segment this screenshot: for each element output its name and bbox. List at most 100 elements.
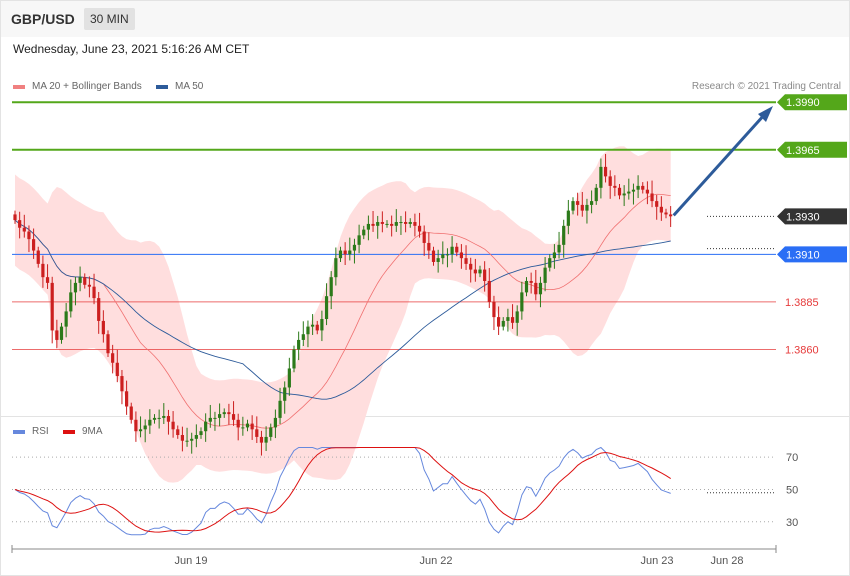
candle-body	[566, 210, 570, 226]
candle-body	[483, 269, 487, 281]
candle-body	[538, 282, 543, 295]
ma50-swatch	[156, 84, 168, 89]
candle-body	[55, 330, 59, 340]
candle-body	[520, 292, 524, 312]
candle-body	[645, 189, 649, 194]
candle-body	[36, 250, 40, 264]
candle-body	[273, 417, 277, 428]
candle-body	[115, 362, 119, 377]
candle-body	[669, 214, 673, 217]
ma20-swatch	[13, 84, 25, 89]
candle-body	[413, 222, 417, 226]
candle-body	[576, 201, 580, 205]
candle-body	[459, 252, 463, 259]
candle-body	[534, 282, 538, 295]
legend-ma50: MA 50	[156, 81, 203, 92]
forecast-arrow-head	[758, 106, 773, 123]
candle-body	[264, 436, 268, 443]
candle-body	[283, 387, 287, 401]
timeframe-badge[interactable]: 30 MIN	[84, 8, 135, 30]
candle-body	[655, 201, 659, 207]
candle-body	[571, 201, 575, 211]
candle-body	[18, 220, 22, 228]
candle-body	[69, 292, 73, 312]
candle-body	[171, 421, 175, 430]
candle-body	[138, 429, 143, 432]
candle-body	[97, 298, 101, 321]
candle-body	[111, 353, 115, 363]
legend-ma50-label: MA 50	[175, 81, 204, 92]
candle-body	[320, 319, 324, 331]
candle-body	[664, 212, 668, 215]
candle-body	[241, 427, 245, 429]
candle-body	[431, 250, 436, 262]
candle-body	[255, 429, 259, 437]
candle-body	[259, 436, 264, 443]
candle-body	[208, 417, 212, 422]
candle-body	[385, 223, 389, 225]
candle-body	[13, 214, 17, 221]
candle-body	[450, 246, 454, 255]
candle-body	[204, 421, 208, 432]
candle-body	[380, 222, 384, 224]
candle-body	[590, 201, 594, 205]
price-tag-2	[777, 208, 847, 225]
candle-body	[22, 227, 26, 232]
candle-body	[427, 242, 431, 251]
candle-body	[515, 311, 519, 323]
candle-body	[524, 280, 529, 293]
rsi-tick-label: 50	[786, 484, 798, 496]
ma50-line	[14, 219, 671, 400]
candle-body	[469, 263, 473, 270]
candle-body	[478, 269, 482, 274]
candle-body	[487, 280, 491, 302]
price-label-4: 1.3885	[785, 297, 819, 309]
candle-body	[422, 231, 426, 243]
candle-body	[250, 423, 254, 430]
symbol-label: GBP/USD	[11, 11, 75, 27]
candle-body	[162, 416, 166, 418]
rsi-tick-label: 70	[786, 452, 798, 464]
candle-body	[338, 250, 343, 259]
candle-body	[650, 193, 654, 202]
candle-body	[357, 235, 361, 245]
candle-body	[157, 417, 161, 419]
candle-body	[497, 317, 501, 327]
candle-body	[83, 277, 87, 285]
candle-body	[464, 258, 468, 264]
candle-body	[599, 166, 603, 188]
pane-divider	[1, 416, 849, 417]
candle-body	[41, 263, 45, 278]
candle-body	[213, 417, 217, 419]
candle-body	[617, 187, 622, 196]
candle-body	[78, 277, 82, 283]
candle-body	[194, 435, 198, 439]
x-tick-label: Jun 28	[710, 555, 743, 567]
candle-body	[622, 193, 626, 196]
candle-body	[417, 225, 422, 232]
candle-body	[408, 222, 412, 224]
candle-body	[557, 244, 561, 253]
price-label-0: 1.3990	[786, 97, 820, 109]
candle-body	[269, 427, 273, 437]
rsi-9ma-line	[14, 447, 671, 533]
candle-body	[315, 324, 319, 331]
candle-body	[134, 419, 138, 432]
candle-body	[631, 189, 636, 192]
candle-body	[152, 417, 157, 420]
legend-rsi-label: RSI	[32, 426, 49, 437]
x-tick-label: Jun 19	[174, 555, 207, 567]
price-label-2: 1.3930	[786, 211, 820, 223]
bollinger-band	[15, 146, 671, 483]
price-tag-1	[777, 141, 847, 158]
candle-body	[445, 254, 450, 256]
header-bar: GBP/USD 30 MIN	[1, 1, 849, 37]
candle-body	[45, 277, 50, 283]
candle-body	[92, 286, 96, 299]
candle-body	[441, 254, 445, 259]
candle-body	[580, 204, 584, 211]
candle-body	[129, 406, 133, 420]
timestamp: Wednesday, June 23, 2021 5:16:26 AM CET	[13, 42, 250, 56]
price-label-1: 1.3965	[786, 145, 820, 157]
